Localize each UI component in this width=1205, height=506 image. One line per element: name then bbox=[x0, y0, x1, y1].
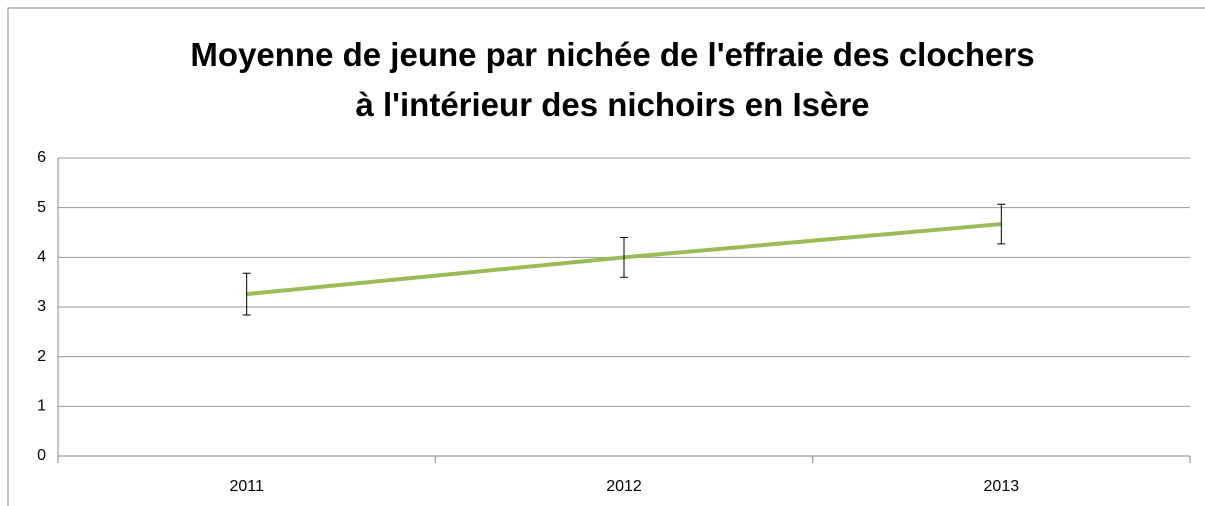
x-tick-label: 2011 bbox=[229, 478, 264, 495]
error-bar bbox=[997, 203, 1006, 245]
error-bar bbox=[620, 236, 628, 278]
y-tick-label: 5 bbox=[37, 199, 46, 216]
error-bar bbox=[242, 272, 251, 316]
y-tick-label: 4 bbox=[37, 249, 46, 266]
y-tick-label: 1 bbox=[37, 398, 46, 415]
y-tick-label: 2 bbox=[37, 348, 46, 365]
frame bbox=[7, 7, 1205, 506]
x-tick-label: 2013 bbox=[984, 478, 1020, 495]
y-tick-label: 6 bbox=[37, 149, 46, 166]
y-tick-label: 0 bbox=[37, 447, 46, 464]
y-tick-label: 3 bbox=[37, 298, 46, 315]
x-tick-label: 2012 bbox=[606, 478, 642, 495]
chart-title: Moyenne de jeune par nichée de l'effraie… bbox=[190, 36, 1035, 123]
